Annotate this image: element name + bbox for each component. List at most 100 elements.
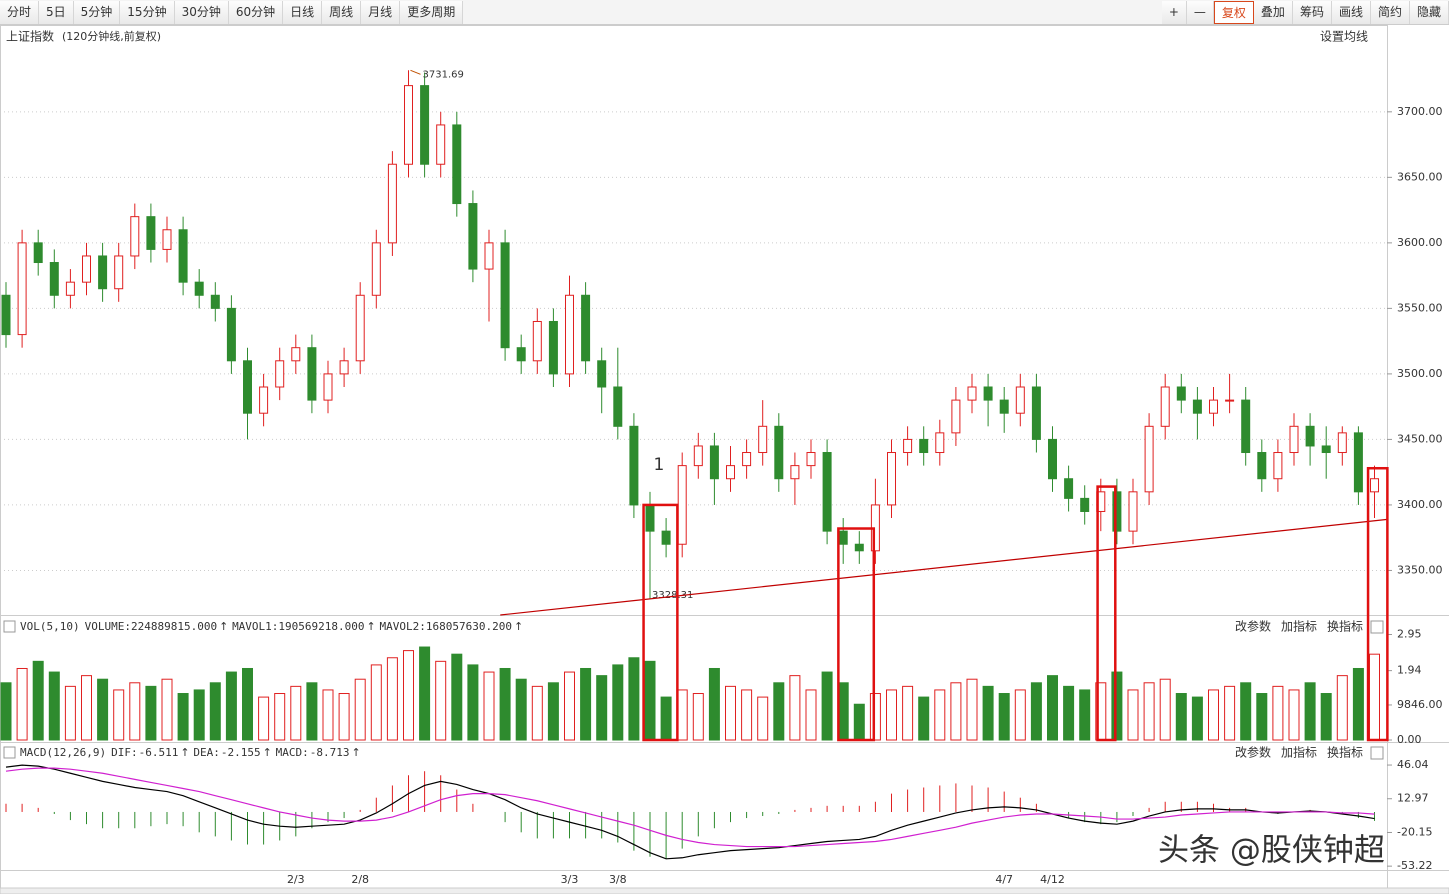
volume-bar [1063,685,1075,741]
volume-bar [258,696,270,741]
volume-bar [16,667,28,741]
high-pointer [410,69,421,75]
candle-body [452,124,462,205]
candle-body [613,386,623,427]
volume-bar [869,693,881,741]
panel-button[interactable]: 改参数 [1235,619,1271,634]
volume-bar [161,678,173,741]
candle-body [709,445,719,480]
volume-bar [676,689,688,741]
panel-button[interactable]: 换指标 [1327,619,1363,634]
volume-bar [354,678,366,741]
candle-body [919,438,929,454]
candle-body [774,425,784,480]
volume-bar [1304,682,1316,741]
trendline [500,518,1388,616]
toolbar-button[interactable]: 更多周期 [400,1,464,24]
volume-bar [580,667,592,741]
panel-button[interactable]: 改参数 [1235,745,1271,760]
volume-bar [64,685,76,741]
candle-body [1128,491,1138,532]
toolbar-button[interactable]: 日线 [283,1,323,24]
toolbar-button[interactable]: 周线 [322,1,362,24]
y-tick-label: 0.00 [1397,733,1422,746]
macd-dif-line [5,764,1375,860]
candle-body [1031,386,1041,440]
volume-bar [837,682,849,741]
volume-bar [547,682,559,741]
candle-body [629,425,639,506]
candle-body [597,360,607,388]
volume-bar [0,682,12,741]
volume-bar [725,685,736,741]
highlight-box [642,503,679,742]
candle-body [903,438,913,454]
candle-body [1353,432,1363,493]
close-icon [1370,746,1384,760]
toolbar-button[interactable]: 5分钟 [73,1,121,24]
candle-body [387,163,397,244]
arrow-icon: ↑ [180,746,189,759]
volume-bar [1030,682,1042,741]
panel-button[interactable]: 换指标 [1327,745,1363,760]
highlight-box [1096,485,1117,742]
y-tick-label: 3400.00 [1397,498,1443,511]
candle-body [1225,399,1235,402]
candle-body [661,530,671,545]
volume-bar [515,678,527,741]
volume-bar [242,667,253,741]
toolbar-button[interactable]: 复权 [1213,1,1254,24]
dea-label: DEA: [193,746,220,759]
toolbar-button[interactable]: 画线 [1331,1,1371,24]
toolbar-button[interactable]: 筹码 [1292,1,1332,24]
macd-dea-line [5,767,1375,848]
toolbar-button[interactable]: — [1186,1,1214,24]
volume-bar [564,671,575,741]
toolbar-button[interactable]: 15分钟 [120,1,175,24]
volume-bar [145,685,157,741]
candle-body [565,294,574,375]
candle-body [1080,497,1090,512]
candle-body [1176,386,1186,401]
candle-body [1321,445,1331,454]
candle-body [33,242,43,264]
candle-body [838,530,848,545]
candle-body [999,399,1009,414]
toolbar-button[interactable]: 简约 [1370,1,1410,24]
toolbar-button[interactable]: 60分钟 [228,1,284,24]
volume-bar [805,689,817,741]
panel-button[interactable]: 加指标 [1281,619,1317,634]
x-tick-label: 4/12 [1040,873,1065,886]
vol-value: VOLUME:224889815.000 [85,620,217,633]
y-tick-label: 1.94 [1397,664,1422,677]
candle-body [951,399,961,434]
toolbar-button[interactable]: 5日 [39,1,74,24]
y-tick-label: 3350.00 [1397,563,1443,576]
toolbar-button[interactable]: 叠加 [1253,1,1293,24]
toolbar-button[interactable]: 30分钟 [174,1,229,24]
y-tick-label: 3550.00 [1397,301,1443,314]
volume-bar [789,675,801,741]
toolbar-button[interactable]: 隐藏 [1409,1,1449,24]
candle-body [323,373,333,401]
candle-body [1273,452,1283,480]
y-tick-label: 9846.00 [1397,698,1443,711]
volume-bar [306,682,318,741]
toolbar-button[interactable]: 分时 [0,1,40,24]
candle-body [935,432,945,454]
candle-body [210,294,220,309]
candle-body [98,255,108,290]
candle-body [1289,425,1299,454]
volume-bar [467,664,479,741]
toolbar-button[interactable]: 月线 [361,1,401,24]
volume-bar [1127,689,1139,741]
volume-bar [660,696,672,741]
volume-bar [902,685,914,741]
candle-body [484,242,494,270]
volume-bar [821,671,833,741]
vol-title: VOL(5,10) [20,620,80,633]
toolbar-button[interactable]: + [1161,1,1187,24]
help-icon [3,746,16,759]
panel-button[interactable]: 加指标 [1281,745,1317,760]
